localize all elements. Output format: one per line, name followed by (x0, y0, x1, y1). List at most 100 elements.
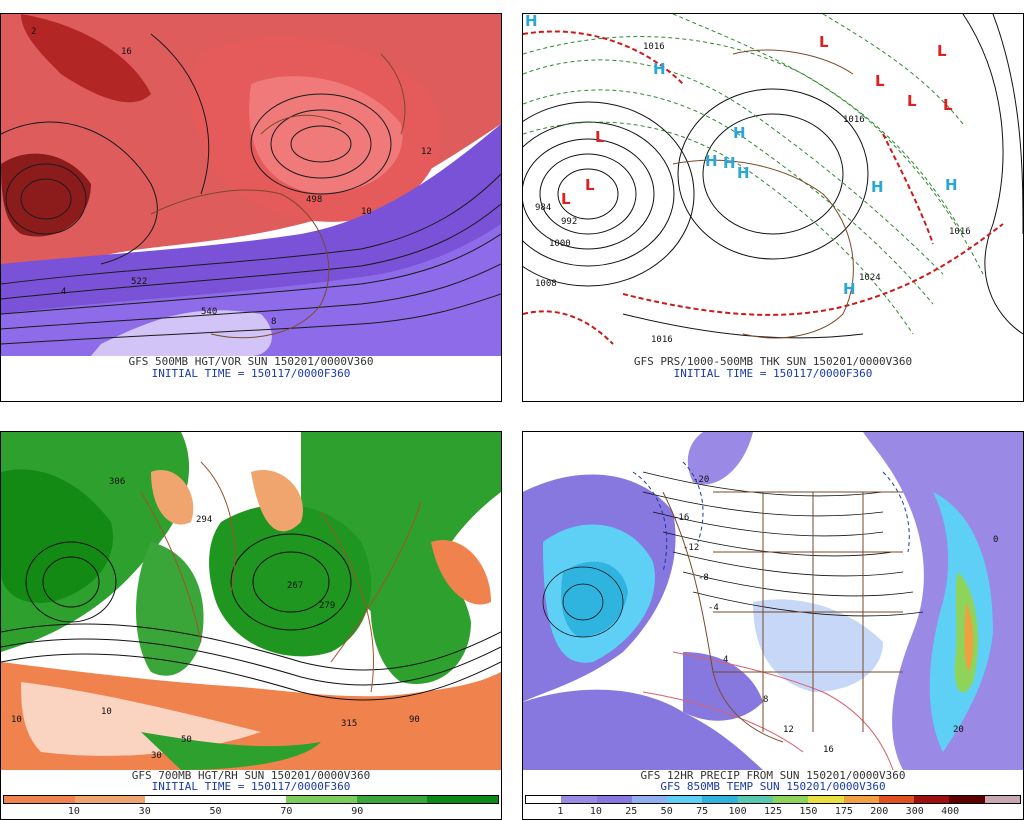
low-pressure-marker: L (875, 72, 885, 90)
isobar-label: 1000 (549, 239, 571, 249)
contour-label: 16 (121, 47, 132, 57)
low-pressure-marker: L (943, 96, 953, 114)
colorbar-tick-label: 10 (589, 806, 602, 817)
low-pressure-marker: L (819, 33, 829, 51)
colorbar-tick-label: 10 (67, 806, 80, 817)
low-pressure-marker: L (907, 92, 917, 110)
isobar-label: 1016 (843, 115, 865, 125)
colorbar-swatch (949, 796, 985, 803)
isobar-label: 1016 (643, 42, 665, 52)
colorbar-swatch (772, 796, 809, 803)
colorbar-swatch (561, 796, 597, 803)
colorbar-tick-label: 400 (941, 806, 960, 817)
contour-label: 306 (109, 477, 125, 487)
colorbar-swatch (145, 796, 216, 803)
colorbar-tick-label: 50 (209, 806, 222, 817)
colorbar-tick-label: 150 (799, 806, 818, 817)
colorbar-tick-label: 30 (138, 806, 151, 817)
contour-label: 16 (823, 745, 834, 755)
contour-label: 4 (61, 287, 66, 297)
high-pressure-marker: H (945, 176, 958, 194)
contour-label: -16 (673, 513, 689, 523)
high-pressure-marker: H (525, 14, 538, 30)
isobar-label: 992 (561, 217, 577, 227)
colorbar-tick-label: 90 (351, 806, 364, 817)
isobar-label: 1016 (949, 227, 971, 237)
high-pressure-marker: H (705, 152, 718, 170)
contour-label: 50 (181, 735, 192, 745)
colorbar-swatch (526, 796, 562, 803)
low-pressure-marker: L (585, 176, 595, 194)
colorbar-swatch (596, 796, 632, 803)
contour-label: 540 (201, 307, 217, 317)
panel-500mb-hgt-vort: 498 522 540 4 8 10 12 16 2 GFS 500MB HGT… (0, 13, 502, 402)
contour-label: -20 (693, 475, 709, 485)
contour-label: 12 (783, 725, 794, 735)
panel-prs-thickness: L L L L L L L L H H H H H H H H H 1016 1… (522, 13, 1024, 402)
contour-label: 30 (151, 751, 162, 761)
precip-colorbar-ticks: 1 10 25 50 75 100 125 150 175 200 300 400 (525, 806, 1021, 818)
caption-temp-time: GFS 850MB TEMP SUN 150201/0000V360 (660, 780, 886, 793)
contour-label: -4 (708, 603, 719, 613)
precip-colorbar (525, 795, 1021, 804)
colorbar-tick-label: 100 (728, 806, 747, 817)
colorbar-swatch (631, 796, 668, 803)
rh-colorbar (3, 795, 499, 804)
rh-colorbar-ticks: 10 30 50 70 90 (3, 806, 499, 818)
colorbar-swatch (914, 796, 950, 803)
vorticity-map: 498 522 540 4 8 10 12 16 2 (1, 14, 501, 356)
contour-label: 4 (723, 655, 728, 665)
colorbar-swatch (843, 796, 879, 803)
colorbar-swatch (427, 796, 499, 803)
caption-valid-time: GFS 700MB HGT/RH SUN 150201/0000V360 (131, 769, 371, 782)
pressure-thickness-map: L L L L L L L L H H H H H H H H H 1016 1… (523, 14, 1023, 356)
colorbar-swatch (667, 796, 703, 803)
colorbar-swatch (356, 796, 428, 803)
high-pressure-marker: H (733, 124, 746, 142)
colorbar-tick-label: 300 (905, 806, 924, 817)
isobar-label: 1016 (651, 335, 673, 345)
colorbar-swatch (808, 796, 844, 803)
humidity-map: 306 294 267 279 315 10 10 50 30 90 (1, 432, 501, 770)
colorbar-swatch (286, 796, 357, 803)
colorbar-swatch (737, 796, 773, 803)
caption-valid-time: GFS PRS/1000-500MB THK SUN 150201/0000V3… (633, 355, 913, 368)
colorbar-swatch (215, 796, 287, 803)
high-pressure-marker: H (843, 280, 856, 298)
colorbar-tick-label: 75 (696, 806, 709, 817)
colorbar-tick-label: 70 (280, 806, 293, 817)
high-pressure-marker: H (737, 164, 750, 182)
caption-initial-time: INITIAL TIME = 150117/0000F360 (151, 367, 351, 380)
low-pressure-marker: L (561, 190, 571, 208)
colorbar-swatch (878, 796, 915, 803)
high-pressure-marker: H (723, 154, 736, 172)
contour-label: -8 (698, 573, 709, 583)
isobar-label: 984 (535, 203, 551, 213)
contour-label: 294 (196, 515, 212, 525)
high-pressure-marker: H (653, 60, 666, 78)
precip-temp-map: -20 -16 -12 -8 -4 0 4 8 12 16 20 (523, 432, 1023, 770)
caption-initial-time: INITIAL TIME = 150117/0000F360 (673, 367, 873, 380)
caption-valid-time: GFS 500MB HGT/VOR SUN 150201/0000V360 (128, 355, 374, 368)
contour-label: 0 (993, 535, 998, 545)
contour-label: 10 (361, 207, 372, 217)
colorbar-tick-label: 1 (557, 806, 564, 817)
colorbar-swatch (74, 796, 146, 803)
contour-label: 10 (11, 715, 22, 725)
contour-label: 315 (341, 719, 357, 729)
contour-label: 2 (31, 27, 36, 37)
colorbar-tick-label: 50 (660, 806, 673, 817)
contour-label: 279 (319, 601, 335, 611)
colorbar-swatch (4, 796, 75, 803)
contour-label: 267 (287, 581, 303, 591)
isobar-label: 1024 (859, 273, 881, 283)
colorbar-swatch (702, 796, 738, 803)
colorbar-tick-label: 125 (763, 806, 783, 817)
colorbar-tick-label: 175 (834, 806, 853, 817)
contour-label: -12 (683, 543, 699, 553)
panel-700mb-hgt-rh: 306 294 267 279 315 10 10 50 30 90 GFS 7… (0, 431, 502, 820)
contour-label: 8 (271, 317, 276, 327)
isobar-label: 1008 (535, 279, 557, 289)
low-pressure-marker: L (937, 42, 947, 60)
colorbar-tick-label: 25 (625, 806, 638, 817)
